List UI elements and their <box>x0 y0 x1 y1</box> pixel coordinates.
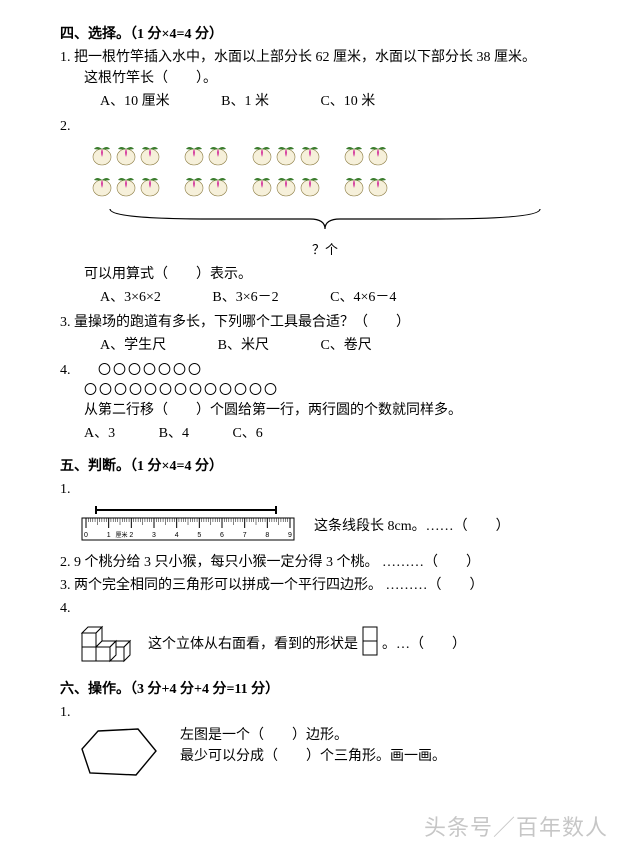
svg-text:6: 6 <box>220 532 224 539</box>
q-num: 1. <box>60 50 71 65</box>
opt-b: B、3×6－2 <box>212 287 278 308</box>
svg-text:3: 3 <box>152 532 156 539</box>
q-text: 量操场的跑道有多长，下列哪个工具最合适？（ ） <box>74 315 410 330</box>
q6-1: 1. 左图是一个（ ）边形。 最少可以分成（ ）个三角形。画一画。 <box>60 702 590 781</box>
q4-4: 4. 〇〇〇〇〇〇〇 〇〇〇〇〇〇〇〇〇〇〇〇〇 从第二行移（ ）个圆给第一行，… <box>60 360 590 445</box>
opt-b: B、4 <box>159 423 189 444</box>
peach-group <box>342 143 390 205</box>
q5-2: 2. 9 个桃分给 3 只小猴，每只小猴一定分得 3 个桃。 ………（ ） <box>60 552 590 573</box>
svg-text:2: 2 <box>129 532 133 539</box>
svg-text:厘米: 厘米 <box>115 531 127 539</box>
peach-group <box>90 143 162 205</box>
q5-3: 3. 两个完全相同的三角形可以拼成一个平行四边形。 ………（ ） <box>60 575 590 596</box>
q4-3: 3. 量操场的跑道有多长，下列哪个工具最合适？（ ） A、学生尺 B、米尺 C、… <box>60 312 590 356</box>
section4-title: 四、选择。（1 分×4=4 分） <box>60 24 590 45</box>
section6-title: 六、操作。（3 分+4 分+4 分=11 分） <box>60 679 590 700</box>
watermark: 头条号／百年数人 <box>424 811 608 844</box>
peach-group <box>182 143 230 205</box>
svg-text:7: 7 <box>243 532 247 539</box>
opt-b: B、1 米 <box>221 91 269 112</box>
svg-text:0: 0 <box>84 532 88 539</box>
q4-2-options: A、3×6×2 B、3×6－2 C、4×6－4 <box>100 287 590 308</box>
q-text: 把一根竹竿插入水中，水面以上部分长 62 厘米，水面以下部分长 38 厘米。 <box>74 50 536 65</box>
q5-4-post: 。…（ ） <box>382 634 466 655</box>
q4-2: 2. ？个 可以用算式（ ）表示。 A、3×6×2 B、3×6－2 C、4×6－… <box>60 116 590 308</box>
peach-groups <box>90 143 590 205</box>
svg-text:5: 5 <box>197 532 201 539</box>
q-text: 两个完全相同的三角形可以拼成一个平行四边形。 ………（ ） <box>74 578 484 593</box>
opt-a: A、3×6×2 <box>100 287 161 308</box>
opt-c: C、4×6－4 <box>330 287 396 308</box>
q-num: 1. <box>60 705 71 720</box>
qmark-label: ？个 <box>60 240 590 260</box>
q-num: 4. <box>60 363 71 378</box>
q5-4: 4. 这个立体从右面看，看到的形状是 。…（ ） <box>60 598 590 665</box>
brace-icon <box>105 207 545 233</box>
circle-row1: 〇〇〇〇〇〇〇 <box>98 363 203 378</box>
square-view-icon <box>362 626 378 663</box>
opt-a: A、学生尺 <box>100 335 166 356</box>
q-text-line2: 这根竹竿长（ ）。 <box>84 68 590 89</box>
q5-1-text: 这条线段长 8cm。……（ ） <box>314 516 510 537</box>
q6-1-line2: 最少可以分成（ ）个三角形。画一画。 <box>180 746 446 767</box>
opt-a: A、3 <box>84 423 115 444</box>
opt-b: B、米尺 <box>218 335 269 356</box>
q-num: 3. <box>60 315 71 330</box>
opt-c: C、10 米 <box>320 91 375 112</box>
opt-a: A、10 厘米 <box>100 91 170 112</box>
q-num: 2. <box>60 119 71 134</box>
q4-4-options: A、3 B、4 C、6 <box>84 423 590 444</box>
opt-c: C、卷尺 <box>320 335 371 356</box>
opt-c: C、6 <box>232 423 262 444</box>
section5-title: 五、判断。（1 分×4=4 分） <box>60 456 590 477</box>
q4-1-options: A、10 厘米 B、1 米 C、10 米 <box>100 91 590 112</box>
q4-1: 1. 把一根竹竿插入水中，水面以上部分长 62 厘米，水面以下部分长 38 厘米… <box>60 47 590 112</box>
circle-row2: 〇〇〇〇〇〇〇〇〇〇〇〇〇 <box>84 381 590 401</box>
peach-group <box>250 143 322 205</box>
svg-text:9: 9 <box>288 532 292 539</box>
ruler-icon: 0 1 2 3 4 5 6 7 8 9 厘米 <box>78 504 298 548</box>
q-num: 3. <box>60 578 71 593</box>
brace <box>90 207 560 240</box>
q-text: 9 个桃分给 3 只小猴，每只小猴一定分得 3 个桃。 ………（ ） <box>74 555 480 570</box>
svg-text:8: 8 <box>265 532 269 539</box>
q-num: 4. <box>60 601 71 616</box>
q6-1-line1: 左图是一个（ ）边形。 <box>180 725 446 746</box>
svg-text:4: 4 <box>175 532 179 539</box>
q-num: 1. <box>60 482 71 497</box>
hexagon-icon <box>76 725 162 781</box>
cubes-icon <box>76 623 136 665</box>
q4-4-text: 从第二行移（ ）个圆给第一行，两行圆的个数就同样多。 <box>84 400 590 421</box>
q5-1: 1. 0 1 2 3 4 5 6 7 8 9 厘米 这条线段长 8cm。……（ ） <box>60 479 590 548</box>
q-num: 2. <box>60 555 71 570</box>
q4-2-text: 可以用算式（ ）表示。 <box>84 264 590 285</box>
q4-3-options: A、学生尺 B、米尺 C、卷尺 <box>100 335 590 356</box>
q5-4-pre: 这个立体从右面看，看到的形状是 <box>148 634 358 655</box>
svg-text:1: 1 <box>107 532 111 539</box>
